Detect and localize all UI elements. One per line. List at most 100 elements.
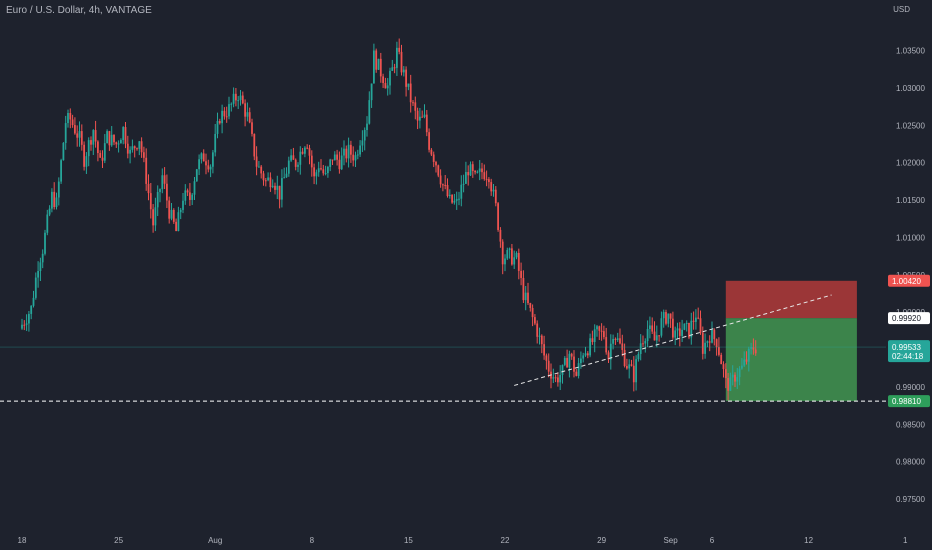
candle-body	[563, 357, 566, 365]
candle-body	[161, 175, 164, 190]
candle	[138, 140, 141, 156]
candle-body	[182, 200, 184, 210]
candle-body	[67, 112, 69, 124]
candle-body	[64, 123, 67, 143]
candle-body	[669, 313, 672, 319]
candle-body	[340, 155, 343, 170]
candle	[743, 351, 746, 368]
target-price-tag: 0.98810	[888, 395, 930, 408]
candle-body	[78, 131, 81, 138]
candle-body	[195, 169, 198, 182]
candle-body	[32, 297, 35, 306]
candle-body	[62, 142, 65, 161]
candle-body	[504, 258, 506, 265]
candle-body	[543, 344, 545, 356]
candle-body	[48, 208, 51, 215]
candle	[347, 137, 350, 168]
candle-body	[97, 141, 99, 154]
candle	[692, 311, 695, 330]
candle-body	[628, 364, 631, 369]
price-tick-label: 1.01500	[896, 196, 925, 205]
candle	[398, 38, 401, 55]
candle	[727, 373, 729, 401]
candle-body	[621, 343, 624, 350]
candle	[699, 310, 702, 335]
candle-body	[531, 308, 534, 318]
candle	[711, 321, 713, 344]
candle-body	[488, 179, 490, 183]
candle	[524, 285, 527, 311]
candle-body	[41, 253, 44, 263]
candle	[313, 163, 315, 185]
candle	[421, 110, 424, 118]
entry-price-tag-text: 0.99920	[892, 314, 921, 323]
price-tick-label: 0.98500	[896, 420, 925, 429]
candle	[154, 197, 157, 232]
candle-body	[497, 203, 499, 230]
candle	[642, 335, 644, 348]
candle	[336, 149, 338, 166]
candle	[665, 309, 667, 326]
candle	[419, 108, 421, 129]
candle-body	[313, 167, 315, 177]
time-axis[interactable]: 18 25 Aug 8 15 22 29 Sep 6 12 1	[18, 536, 908, 545]
candle-body	[745, 359, 748, 362]
candle	[554, 374, 557, 383]
candle	[393, 63, 396, 74]
candle-body	[159, 189, 161, 193]
candle	[253, 133, 256, 161]
candle-body	[21, 324, 23, 329]
candle-body	[179, 209, 182, 213]
candle-body	[444, 184, 447, 186]
candle-body	[299, 151, 302, 165]
candle	[724, 363, 727, 389]
candle	[653, 321, 656, 341]
candle-body	[655, 335, 658, 341]
candle	[547, 353, 550, 378]
candle-body	[573, 356, 575, 372]
candle	[343, 140, 345, 166]
candle-body	[715, 339, 718, 348]
candle	[467, 165, 470, 186]
candle-body	[290, 155, 292, 161]
candle	[632, 356, 635, 392]
candle	[497, 201, 499, 232]
candle	[156, 185, 159, 216]
candle-body	[552, 377, 555, 379]
candle-body	[559, 374, 562, 383]
candle-body	[400, 51, 403, 73]
candle-body	[672, 318, 674, 338]
candle	[584, 346, 587, 357]
candle	[402, 66, 405, 77]
candle	[609, 334, 612, 370]
candle-body	[304, 147, 306, 154]
candle	[386, 78, 389, 96]
candle	[722, 361, 725, 378]
candle	[508, 247, 511, 259]
candle-body	[363, 129, 366, 141]
time-tick-label: 1	[903, 536, 908, 545]
candle-body	[205, 161, 207, 166]
candle-body	[156, 192, 159, 208]
candle-body	[711, 329, 713, 343]
candle	[623, 343, 626, 368]
candle-body	[699, 318, 702, 333]
candle	[352, 146, 355, 167]
candle	[244, 99, 246, 127]
candle-body	[506, 249, 509, 259]
candle	[67, 109, 69, 128]
candle-body	[635, 359, 637, 383]
candle-body	[163, 175, 166, 184]
candle-body	[754, 349, 757, 354]
candle-body	[665, 312, 667, 324]
candle-body	[425, 114, 428, 133]
candle	[115, 141, 118, 148]
candle-body	[83, 144, 85, 167]
candle	[69, 108, 72, 129]
candle	[437, 164, 440, 178]
candle-body	[177, 212, 180, 232]
candle	[191, 192, 194, 206]
candle-body	[458, 198, 460, 200]
candle-body	[575, 371, 578, 376]
